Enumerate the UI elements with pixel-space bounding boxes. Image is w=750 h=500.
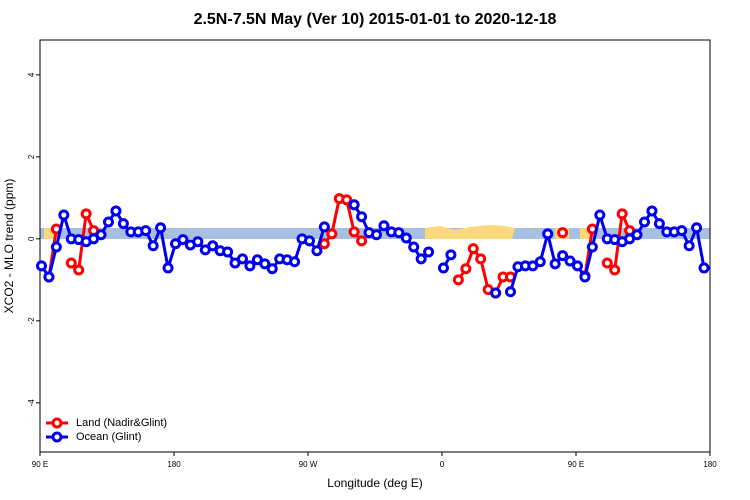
legend-marker — [51, 417, 63, 429]
series — [35, 199, 710, 299]
data-point — [542, 228, 554, 240]
data-point — [683, 240, 695, 252]
data-point — [408, 241, 420, 253]
data-point — [110, 205, 122, 217]
data-point — [557, 250, 569, 262]
data-point — [586, 241, 598, 253]
data-point — [475, 253, 487, 265]
x-tick-label: 0 — [440, 460, 445, 469]
data-point — [65, 257, 77, 269]
data-point — [192, 236, 204, 248]
legend-label: Ocean (Glint) — [76, 431, 141, 443]
data-point — [452, 274, 464, 286]
data-point — [400, 232, 412, 244]
data-point — [423, 246, 435, 258]
data-point — [162, 262, 174, 274]
y-tick-label: 4 — [27, 72, 36, 77]
data-point — [326, 228, 338, 240]
data-point — [236, 253, 248, 265]
x-tick-label: 90 E — [32, 460, 48, 469]
data-point — [348, 199, 360, 211]
data-point — [318, 238, 330, 250]
series-line — [509, 208, 706, 293]
legend: Land (Nadir&Glint) Ocean (Glint) — [46, 417, 167, 443]
data-point — [646, 205, 658, 217]
y-tick-label: 2 — [27, 154, 36, 159]
data-point — [609, 264, 621, 276]
x-tick-label: 90 W — [299, 460, 318, 469]
data-point — [653, 218, 665, 230]
data-point — [303, 235, 315, 247]
data-point — [43, 271, 55, 283]
land-patch — [44, 228, 58, 239]
data-point — [50, 241, 62, 253]
data-point — [266, 263, 278, 275]
data-point — [155, 222, 167, 234]
data-point — [95, 229, 107, 241]
data-point — [415, 253, 427, 265]
data-point — [698, 262, 710, 274]
data-point — [356, 235, 368, 247]
data-point — [35, 260, 47, 272]
x-tick-label: 180 — [703, 460, 717, 469]
data-point — [73, 264, 85, 276]
data-point — [638, 216, 650, 228]
data-point — [460, 263, 472, 275]
chart-title: 2.5N-7.5N May (Ver 10) 2015-01-01 to 202… — [194, 11, 557, 28]
data-point — [601, 257, 613, 269]
data-point — [594, 209, 606, 221]
data-point — [437, 262, 449, 274]
data-point — [370, 229, 382, 241]
data-point — [616, 208, 628, 220]
data-point — [564, 255, 576, 267]
data-point — [147, 240, 159, 252]
data-point — [244, 260, 256, 272]
data-point — [80, 208, 92, 220]
data-point — [356, 211, 368, 223]
x-tick-label: 180 — [167, 460, 181, 469]
data-point — [259, 258, 271, 270]
data-point — [504, 286, 516, 298]
data-point — [467, 243, 479, 255]
legend-label: Land (Nadir&Glint) — [76, 417, 167, 429]
data-point — [490, 287, 502, 299]
data-point — [549, 258, 561, 270]
data-point — [311, 245, 323, 257]
data-point — [445, 249, 457, 261]
data-point — [289, 256, 301, 268]
land-patch — [425, 225, 515, 239]
data-point — [631, 229, 643, 241]
data-point — [579, 271, 591, 283]
data-point — [691, 222, 703, 234]
y-tick-label: 0 — [27, 236, 36, 241]
data-point — [676, 225, 688, 237]
y-axis-label: XCO2 - MLO trend (ppm) — [2, 179, 16, 314]
data-point — [393, 227, 405, 239]
data-point — [378, 220, 390, 232]
y-tick-label: -4 — [27, 399, 36, 407]
data-point — [571, 260, 583, 272]
data-point — [102, 216, 114, 228]
data-point — [557, 227, 569, 239]
data-point — [207, 240, 219, 252]
data-point — [140, 225, 152, 237]
x-tick-label: 90 E — [568, 460, 584, 469]
data-point — [341, 194, 353, 206]
data-point — [117, 218, 129, 230]
data-point — [222, 246, 234, 258]
data-point — [177, 234, 189, 246]
land-patch — [580, 228, 594, 239]
x-axis-label: Longitude (deg E) — [327, 476, 422, 490]
data-point — [58, 209, 70, 221]
data-point — [348, 226, 360, 238]
data-point — [318, 221, 330, 233]
plot-frame — [39, 39, 711, 453]
data-point — [534, 256, 546, 268]
legend-marker — [51, 431, 63, 443]
y-tick-label: -2 — [27, 317, 36, 325]
